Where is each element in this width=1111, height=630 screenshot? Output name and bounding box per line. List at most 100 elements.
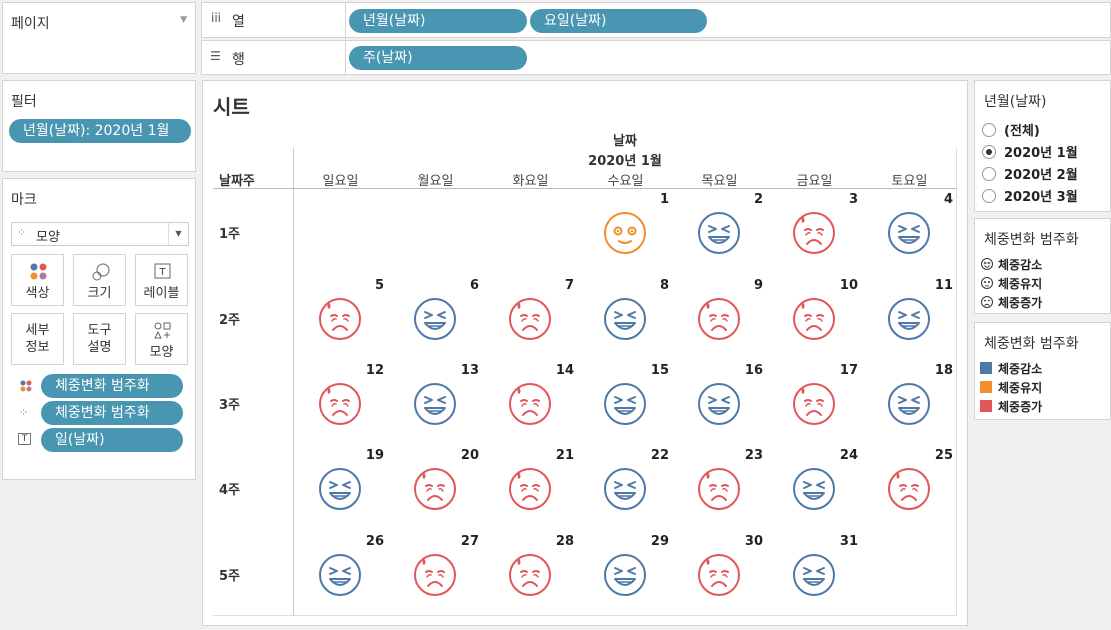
filter-option[interactable]: 2020년 3월 [982,186,1078,205]
column-pill-weekday[interactable]: 요일(날짜) [530,9,707,33]
face-shape-icon [980,276,994,293]
detail-button[interactable]: 세부 정보 [11,313,64,365]
shelf-divider [345,41,346,76]
radio-button[interactable] [982,145,996,159]
laughing-face-icon[interactable] [886,380,932,426]
laughing-face-icon[interactable] [602,465,648,511]
neutral-face-icon[interactable] [602,209,648,255]
chevron-down-icon[interactable]: ▼ [180,15,187,25]
tooltip-button[interactable]: 도구 설명 [73,313,126,365]
color-swatch [980,362,992,374]
size-button-label: 크기 [87,286,112,301]
radio-button[interactable] [982,189,996,203]
day-number: 5 [374,278,384,293]
filters-title: 필터 [11,94,37,110]
day-number: 8 [659,278,669,293]
label-button[interactable]: T 레이블 [135,254,188,306]
sweating-sad-face-icon[interactable] [507,380,553,426]
day-number: 18 [934,363,953,378]
laughing-face-icon[interactable] [886,295,932,341]
filter-card-title: 년월(날짜) [984,94,1047,110]
marks-field-label[interactable]: 일(날짜) [41,428,183,452]
laughing-face-icon[interactable] [696,380,742,426]
row-pill-week[interactable]: 주(날짜) [349,46,527,70]
color-dots-icon [20,380,32,392]
color-legend-item[interactable]: 체중감소 [980,360,1042,377]
sweating-sad-face-icon[interactable] [791,295,837,341]
color-legend-item[interactable]: 체중증가 [980,398,1042,415]
mark-type-label: 모양 [36,230,60,245]
rows-shelf-title: 행 [232,52,245,68]
laughing-face-icon[interactable] [602,551,648,597]
sweating-sad-face-icon[interactable] [507,551,553,597]
week-row-header: 4주 [219,483,241,498]
pages-shelf-title: 페이지 [11,16,50,32]
day-number: 31 [839,534,858,549]
weekday-header: 목요일 [701,174,738,189]
laughing-face-icon[interactable] [886,209,932,255]
color-legend-label: 체중감소 [998,362,1043,376]
marks-field-shape[interactable]: 체중변화 범주화 [41,401,183,425]
day-number: 6 [469,278,479,293]
marks-field-color[interactable]: 체중변화 범주화 [41,374,183,398]
laughing-face-icon[interactable] [696,209,742,255]
day-number: 1 [659,192,669,207]
radio-button[interactable] [982,123,996,137]
size-button[interactable]: 크기 [73,254,126,306]
sweating-sad-face-icon[interactable] [507,295,553,341]
sweating-sad-face-icon[interactable] [317,380,363,426]
day-number: 24 [839,448,858,463]
column-pill-month[interactable]: 년월(날짜) [349,9,527,33]
columns-shelf[interactable]: iii 열 년월(날짜) 요일(날짜) [201,2,1111,39]
day-number: 10 [839,278,858,293]
color-legend-item[interactable]: 체중유지 [980,379,1042,396]
laughing-face-icon[interactable] [791,551,837,597]
shape-legend-item[interactable]: 체중감소 [980,256,1042,274]
sweating-sad-face-icon[interactable] [791,209,837,255]
shape-button[interactable]: 모양 [135,313,188,365]
sheet-title: 시트 [213,95,250,119]
filter-option[interactable]: (전체) [982,120,1040,139]
sweating-sad-face-icon[interactable] [696,295,742,341]
shape-legend-item[interactable]: 체중유지 [980,275,1042,293]
shape-legend-item[interactable]: 체중증가 [980,294,1042,312]
laughing-face-icon[interactable] [602,295,648,341]
day-number: 13 [460,363,479,378]
sweating-sad-face-icon[interactable] [696,551,742,597]
shape-button-label: 모양 [149,345,174,360]
day-number: 4 [943,192,953,207]
laughing-face-icon[interactable] [791,465,837,511]
sweating-sad-face-icon[interactable] [696,465,742,511]
color-button[interactable]: 색상 [11,254,64,306]
sweating-sad-face-icon[interactable] [412,465,458,511]
filter-option[interactable]: 2020년 1월 [982,142,1078,161]
day-number: 19 [365,448,384,463]
sweating-sad-face-icon[interactable] [791,380,837,426]
laughing-face-icon[interactable] [412,295,458,341]
rows-shelf[interactable]: ☰ 행 주(날짜) [201,40,1111,76]
day-number: 23 [744,448,763,463]
laughing-face-icon[interactable] [412,380,458,426]
filter-pill[interactable]: 년월(날짜): 2020년 1월 [9,119,191,143]
svg-text:T: T [158,267,166,278]
shelf-divider [345,3,346,39]
shapes-icon: ⁘ [17,226,27,239]
marks-card: 마크 ⁘ 모양 ▼ 색상 크기 T 레이블 세부 정보 도구 설명 모양 체중변… [2,178,196,480]
filters-shelf[interactable]: 필터 년월(날짜): 2020년 1월 [2,80,196,172]
filter-option[interactable]: 2020년 2월 [982,164,1078,183]
sweating-sad-face-icon[interactable] [412,551,458,597]
sweating-sad-face-icon[interactable] [886,465,932,511]
mark-type-dropdown[interactable]: ⁘ 모양 ▼ [11,222,189,246]
pages-shelf[interactable]: 페이지 ▼ [2,2,196,74]
sweating-sad-face-icon[interactable] [507,465,553,511]
text-label-icon: T [154,263,171,279]
sweating-sad-face-icon[interactable] [317,295,363,341]
laughing-face-icon[interactable] [317,465,363,511]
laughing-face-icon[interactable] [317,551,363,597]
radio-button[interactable] [982,167,996,181]
shape-legend-label: 체중증가 [998,296,1043,310]
laughing-face-icon[interactable] [602,380,648,426]
day-number: 22 [650,448,669,463]
columns-shelf-title: 열 [232,14,245,30]
day-number: 15 [650,363,669,378]
